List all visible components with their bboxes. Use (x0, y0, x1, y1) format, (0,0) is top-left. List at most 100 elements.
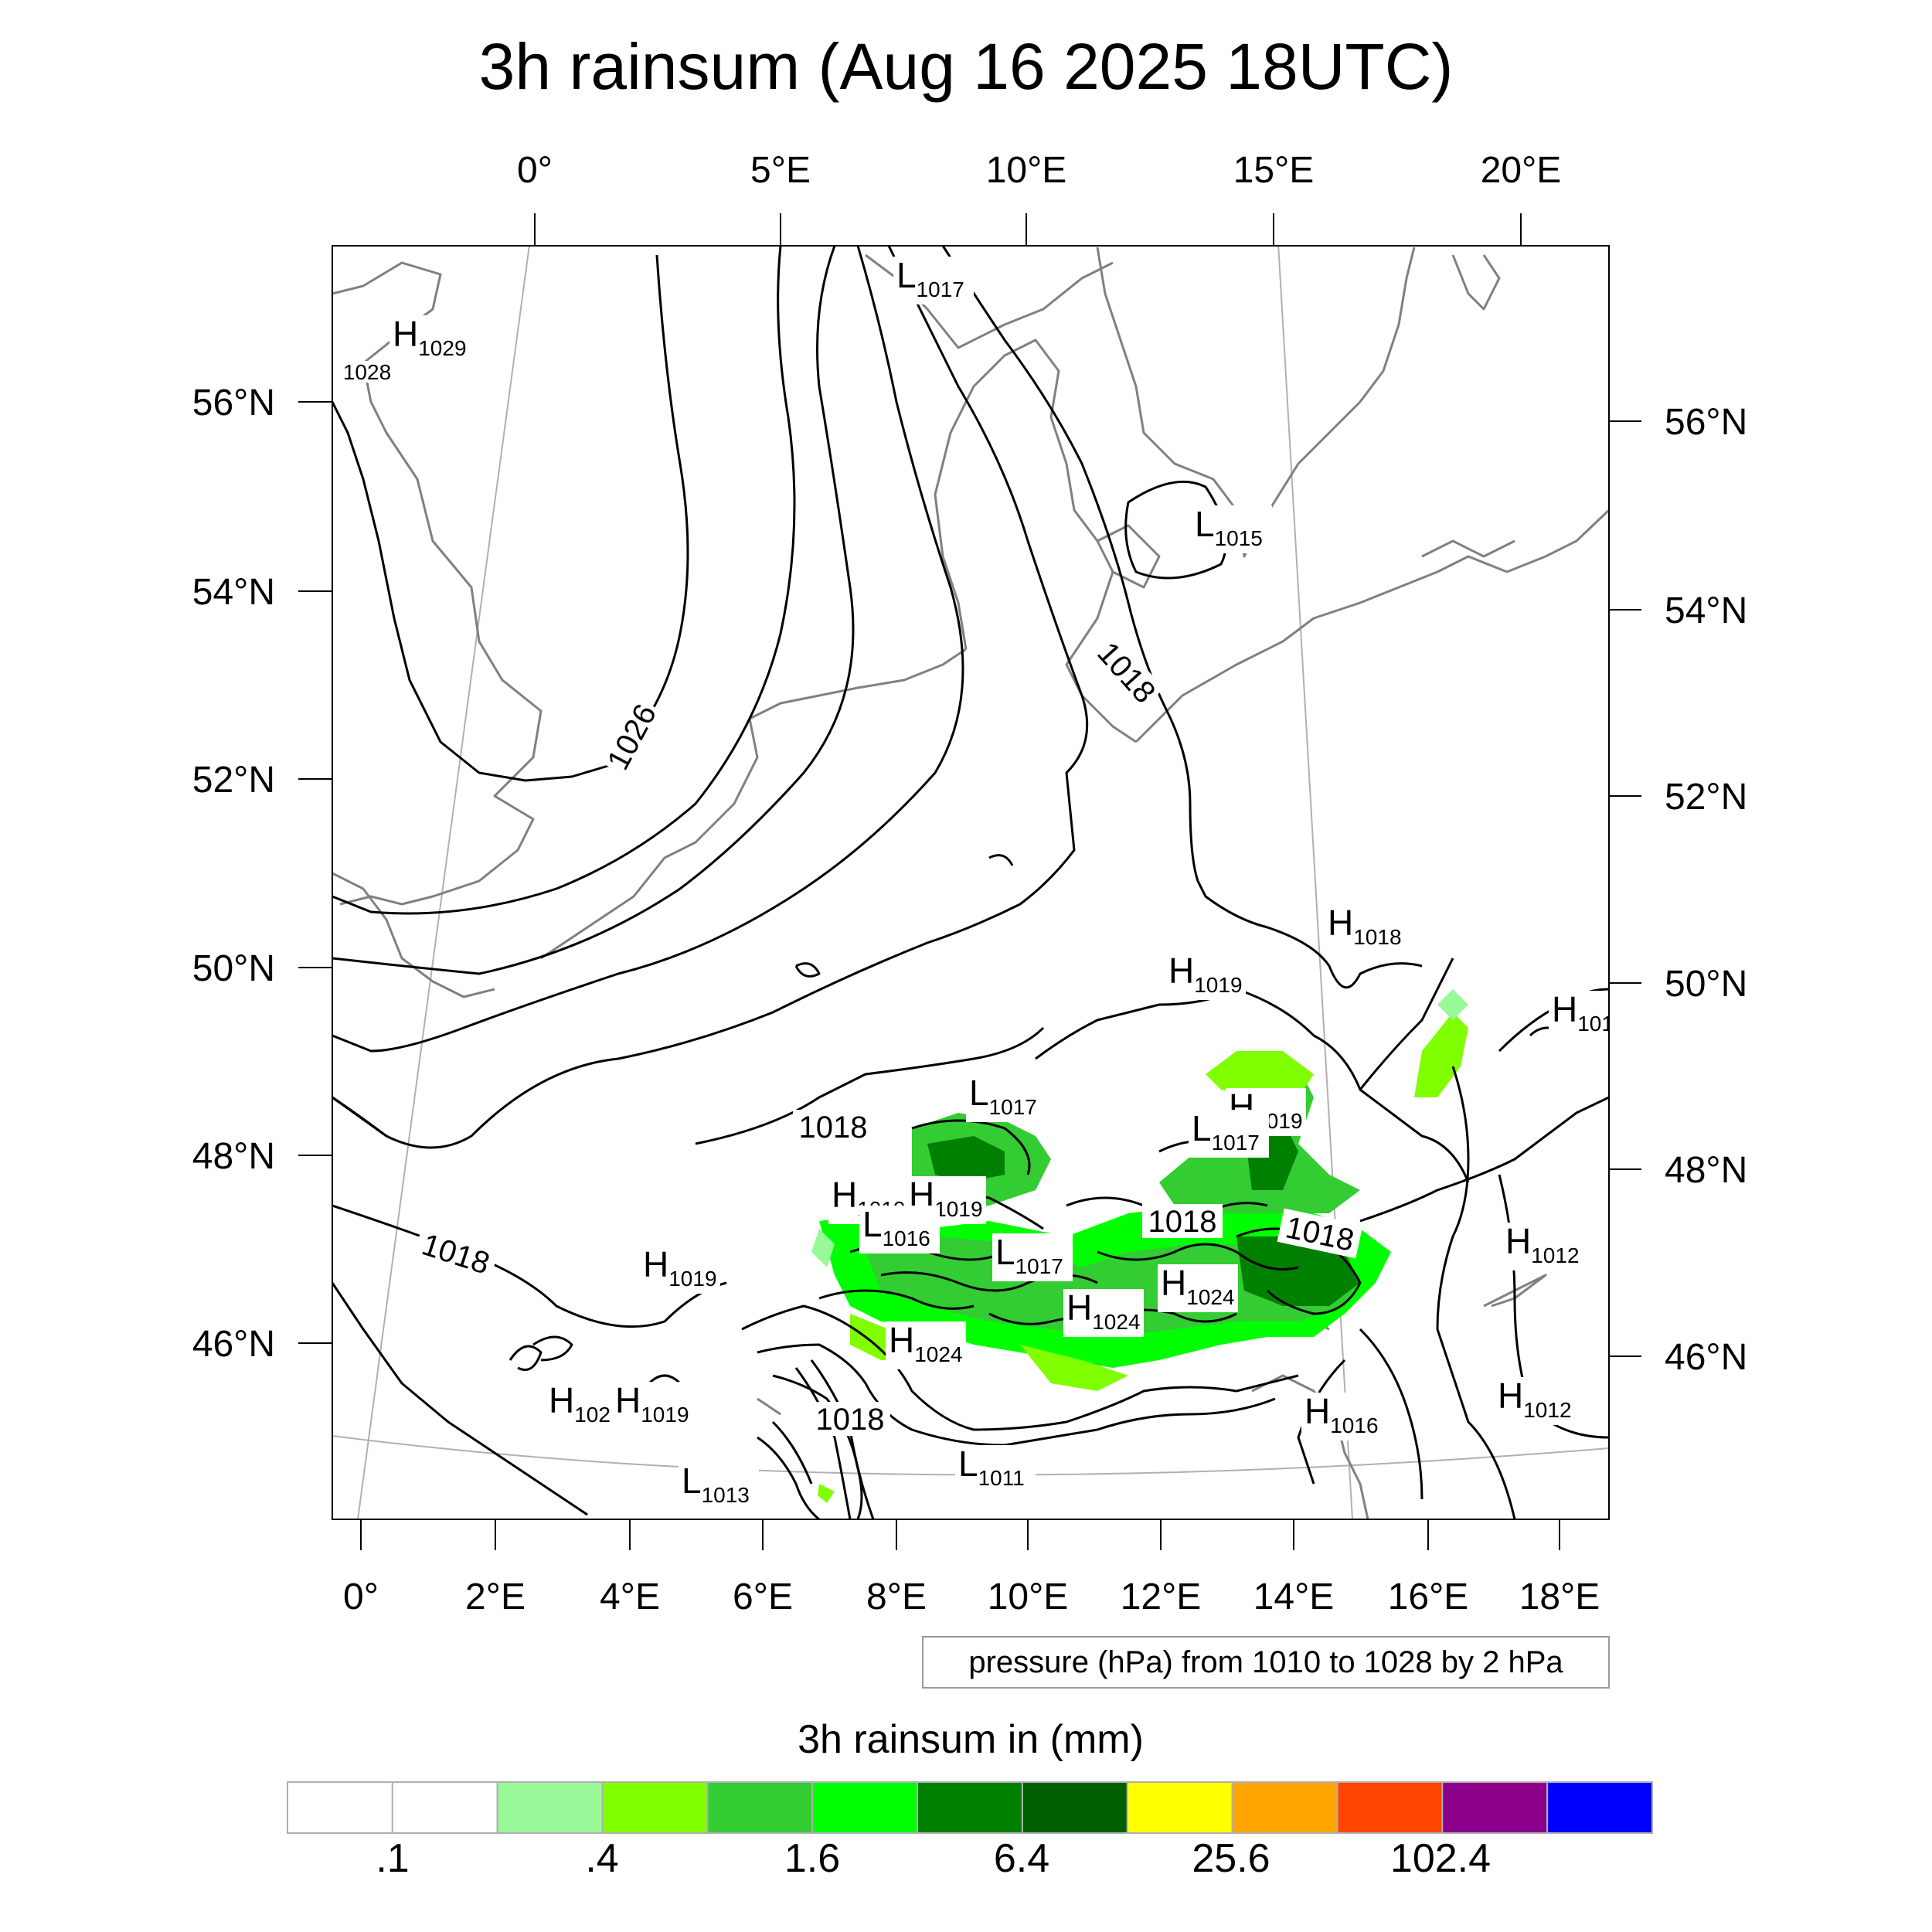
left-lat-tick-54n: 54°N (192, 572, 275, 613)
pressure-marker-l-1015: L1015 (1192, 504, 1272, 553)
colorbar-box-9 (1231, 1781, 1338, 1834)
pressure-marker-text: L1011 (958, 1444, 1025, 1490)
left-lat-tick-48n: 48°N (192, 1136, 275, 1177)
left-latitude-labels: 56°N 54°N 52°N 50°N 48°N 46°N (192, 383, 275, 1365)
colorbar-box-5 (811, 1781, 919, 1834)
pressure-marker-h-1012: H1012 (1495, 1376, 1575, 1425)
bottom-lon-tick-6e: 6°E (733, 1577, 793, 1617)
left-lat-tick-46n: 46°N (192, 1324, 275, 1365)
bottom-lon-tick-0: 0° (343, 1577, 379, 1617)
pressure-marker-text: H1024 (1066, 1287, 1141, 1334)
colorbar-box-6 (917, 1781, 1023, 1834)
colorbar-title: 3h rainsum in (mm) (798, 1717, 1144, 1762)
bottom-lon-tick-16e: 16°E (1388, 1577, 1469, 1617)
left-lat-tick-50n: 50°N (192, 948, 275, 989)
top-lon-tick-0: 0° (517, 150, 553, 191)
contour-label-1028: 1028 (343, 360, 391, 384)
colorbar-box-3 (601, 1781, 709, 1834)
pressure-marker-text: H1024 (889, 1320, 963, 1366)
top-lon-tick-10e: 10°E (986, 150, 1067, 191)
colorbar-box-4 (706, 1781, 814, 1834)
pressure-marker-l-1013: L1013 (679, 1461, 759, 1510)
colorbar-box-7 (1021, 1781, 1128, 1834)
bottom-lon-tick-14e: 14°E (1253, 1577, 1335, 1617)
pressure-markers: H1029 L1017 L1015 H1018 H1019 H101 L1017 H1019 L… (389, 255, 1614, 1510)
bottom-longitude-labels: 0° 2°E 4°E 6°E 8°E 10°E 12°E 14°E 16°E 1… (343, 1577, 1600, 1617)
colorbar-label-0: .1 (376, 1836, 409, 1881)
map-area: H1029 L1017 L1015 H1018 H1019 H101 L1017 H1019 L… (332, 246, 1614, 1519)
pressure-marker-h-1018: H1018 (1325, 903, 1405, 952)
pressure-marker-h-1029: H1029 (389, 314, 470, 363)
right-latitude-axis (1609, 420, 1641, 1357)
colorbar-labels: .1 .4 1.6 6.4 25.6 102.4 (376, 1836, 1491, 1881)
pressure-marker-text: H1018 (1328, 903, 1402, 949)
pressure-marker-h-1019: H1019 (612, 1380, 692, 1430)
bottom-lon-tick-8e: 8°E (866, 1577, 927, 1617)
pressure-marker-text: H1019 (643, 1244, 717, 1291)
right-lat-tick-54n: 54°N (1665, 590, 1747, 631)
top-longitude-labels: 0° 5°E 10°E 15°E 20°E (517, 150, 1561, 191)
top-lon-tick-5e: 5°E (750, 150, 811, 191)
pressure-marker-text: H1012 (1505, 1221, 1580, 1267)
pressure-marker-text: H102 (549, 1380, 611, 1427)
left-lat-tick-56n: 56°N (192, 383, 275, 423)
pressure-marker-h-1024: H1024 (1063, 1287, 1144, 1337)
pressure-marker-l-1017: L1017 (893, 255, 974, 304)
top-lon-tick-15e: 15°E (1233, 150, 1315, 191)
pressure-marker-h-101: H101 (1549, 989, 1614, 1039)
map-title: 3h rainsum (Aug 16 2025 18UTC) (479, 30, 1454, 103)
pressure-marker-text: L1017 (969, 1073, 1037, 1119)
colorbar-box-8 (1126, 1781, 1233, 1834)
colorbar: 3h rainsum in (mm) .1 .4 1.6 6.4 25.6 10… (287, 1717, 1653, 1881)
pressure-marker-l-1016: L1016 (859, 1204, 940, 1253)
left-lat-tick-52n: 52°N (192, 760, 275, 801)
pressure-marker-l-1017: L1017 (966, 1073, 1046, 1122)
colorbar-box-12 (1546, 1781, 1653, 1834)
pressure-marker-h-1024: H1024 (1158, 1263, 1238, 1312)
colorbar-box-10 (1336, 1781, 1444, 1834)
top-longitude-axis (534, 213, 1522, 246)
contour-info-box: pressure (hPa) from 1010 to 1028 by 2 hP… (922, 1636, 1610, 1689)
pressure-marker-text: L1017 (896, 255, 964, 301)
pressure-marker-l-1017: L1017 (992, 1232, 1073, 1281)
top-lon-tick-20e: 20°E (1481, 150, 1562, 191)
pressure-marker-h-1024: H1024 (886, 1320, 966, 1369)
left-latitude-axis (298, 401, 332, 1344)
contour-label-1018-west: 1018 (418, 1227, 494, 1281)
map-frame (332, 245, 1610, 1520)
bottom-lon-tick-4e: 4°E (600, 1577, 660, 1617)
colorbar-label-5: 102.4 (1390, 1836, 1491, 1881)
pressure-marker-h-1019: H1019 (1165, 951, 1246, 1000)
pressure-marker-h-1016: H1016 (1301, 1391, 1382, 1440)
contour-label-1018-alps-east: 1018 (1148, 1205, 1217, 1239)
bottom-longitude-axis (360, 1519, 1560, 1550)
colorbar-box-2 (496, 1781, 604, 1834)
colorbar-label-4: 25.6 (1192, 1836, 1270, 1881)
right-lat-tick-56n: 56°N (1665, 402, 1747, 443)
pressure-marker-text: H101 (1552, 989, 1614, 1036)
pressure-marker-text: L1015 (1195, 504, 1263, 550)
bottom-lon-tick-2e: 2°E (465, 1577, 526, 1617)
pressure-marker-l-1011: L1011 (955, 1444, 1036, 1493)
colorbar-label-3: 6.4 (994, 1836, 1049, 1881)
contour-info-text: pressure (hPa) from 1010 to 1028 by 2 hP… (968, 1645, 1563, 1679)
colorbar-box-11 (1441, 1781, 1549, 1834)
pressure-marker-text: H1016 (1304, 1391, 1379, 1437)
pressure-marker-l-1017: L1017 (1189, 1108, 1269, 1158)
contour-label-1018-west-central: 1018 (799, 1111, 868, 1145)
pressure-marker-h-1012: H1012 (1502, 1221, 1583, 1270)
pressure-marker-text: L1017 (995, 1232, 1063, 1278)
colorbar-label-1: .4 (585, 1836, 618, 1881)
colorbar-label-2: 1.6 (784, 1836, 840, 1881)
right-latitude-labels: 56°N 54°N 52°N 50°N 48°N 46°N (1665, 402, 1747, 1378)
contour-label-1018-alps-west: 1018 (816, 1403, 885, 1437)
pressure-marker-text: H1029 (393, 314, 467, 360)
bottom-lon-tick-18e: 18°E (1519, 1577, 1600, 1617)
pressure-marker-text: H1019 (1168, 951, 1243, 997)
pressure-marker-text: H1019 (615, 1380, 689, 1427)
right-lat-tick-52n: 52°N (1665, 777, 1747, 818)
pressure-marker-text: H1012 (1498, 1376, 1572, 1422)
bottom-lon-tick-10e: 10°E (988, 1577, 1069, 1617)
pressure-marker-text: L1017 (1192, 1108, 1260, 1155)
